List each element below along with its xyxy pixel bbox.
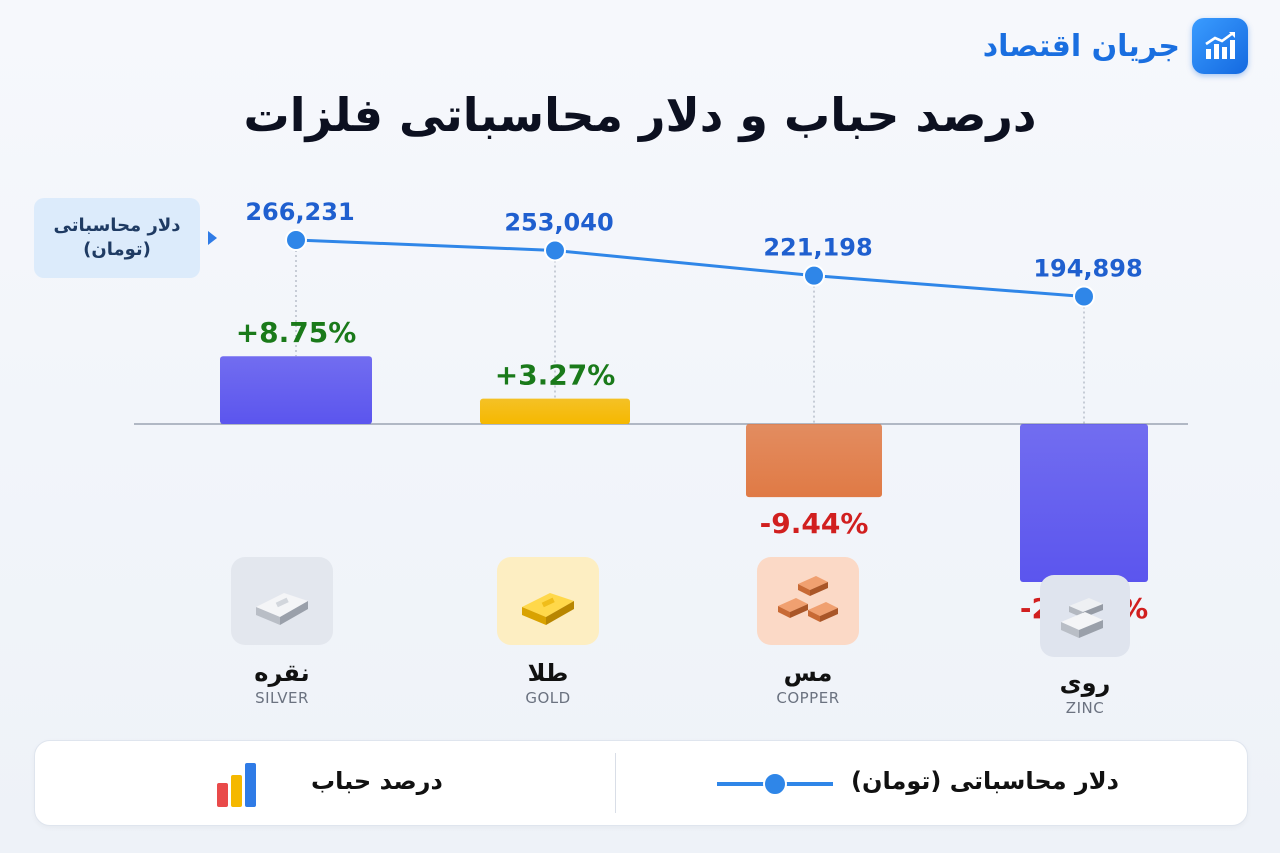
- line-marker-icon: [715, 771, 835, 801]
- bar-value-label: +8.75%: [236, 316, 357, 349]
- line-value-label: 221,198: [763, 234, 872, 262]
- line-point: [544, 239, 566, 262]
- legend: درصد حباب دلار محاسباتی (تومان): [34, 740, 1248, 826]
- metal-label-fa: روی: [1059, 669, 1111, 697]
- metal-label-en: SILVER: [255, 689, 309, 707]
- bar-value-label: +3.27%: [495, 359, 616, 392]
- silver-bar-icon: [231, 557, 333, 645]
- bar-gold: [480, 398, 630, 424]
- copper-bars-icon: [757, 557, 859, 645]
- line-value-label: 194,898: [1033, 254, 1142, 282]
- metal-label-en: COPPER: [776, 689, 840, 707]
- bar-copper: [746, 424, 882, 498]
- zinc-bars-icon: [1040, 575, 1130, 657]
- metal-gold: طلا GOLD: [478, 557, 618, 707]
- brand: جریان اقتصاد: [983, 18, 1248, 74]
- metal-label-fa: مس: [783, 659, 833, 687]
- metal-label-en: GOLD: [525, 689, 571, 707]
- line-value-label: 266,231: [245, 198, 354, 226]
- line-point: [285, 229, 307, 251]
- y-axis-label: دلار محاسباتی (تومان): [34, 198, 200, 278]
- dollar-line: [295, 238, 1085, 298]
- legend-bubble-label: درصد حباب: [311, 767, 443, 795]
- line-value-label: 253,040: [504, 208, 613, 236]
- gold-bar-icon: [497, 557, 599, 645]
- metal-label-fa: نقره: [254, 659, 310, 687]
- bar-chart-icon: [215, 761, 271, 813]
- metal-silver: نقره SILVER: [212, 557, 352, 707]
- metal-label-en: ZINC: [1065, 699, 1105, 717]
- metal-zinc: روی ZINC: [1015, 575, 1155, 717]
- legend-dollar-label: دلار محاسباتی (تومان): [851, 767, 1119, 795]
- bar-silver: [220, 356, 372, 424]
- y-axis-label-line1: دلار محاسباتی: [53, 214, 181, 236]
- page-title: درصد حباب و دلار محاسباتی فلزات: [243, 88, 1037, 142]
- brand-name: جریان اقتصاد: [982, 28, 1180, 64]
- legend-divider: [615, 753, 616, 813]
- y-axis-label-line2: (تومان): [83, 239, 151, 260]
- metal-label-fa: طلا: [527, 659, 569, 687]
- bar-zinc: [1020, 424, 1148, 582]
- metal-copper: مس COPPER: [738, 557, 878, 707]
- trend-chart-icon: [1192, 18, 1248, 74]
- bar-value-label: -9.44%: [760, 507, 869, 540]
- line-point: [1073, 285, 1095, 308]
- y-label-arrow-icon: [208, 231, 217, 245]
- line-point: [803, 264, 825, 287]
